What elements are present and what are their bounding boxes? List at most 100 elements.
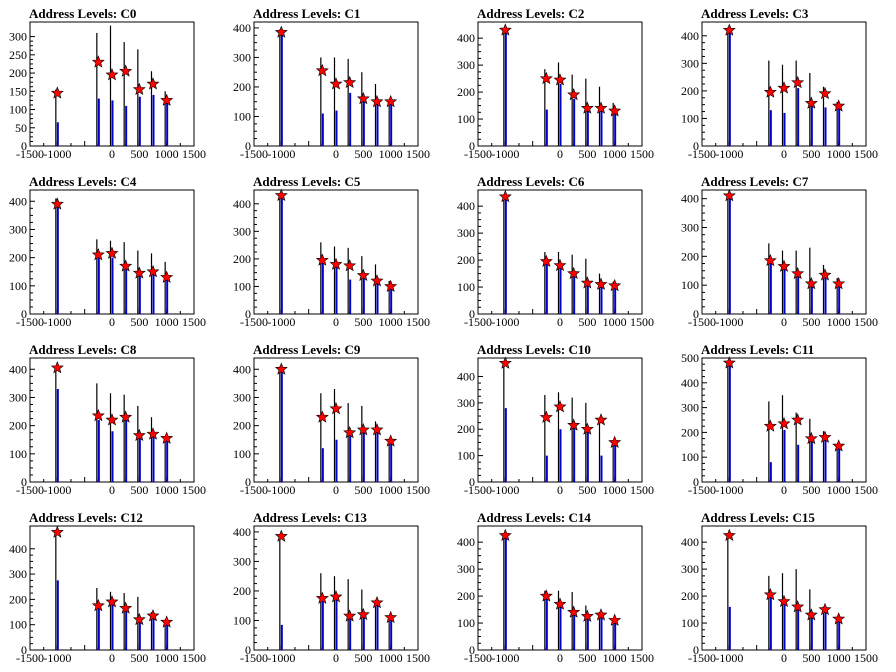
peak-star-marker xyxy=(274,529,288,542)
y-tick-label: 400 xyxy=(457,369,475,383)
x-tick-label: -1000 xyxy=(491,147,519,161)
peak-star-marker xyxy=(119,601,133,614)
y-tick-label: 400 xyxy=(681,29,699,43)
peak-star-marker xyxy=(91,598,105,612)
peak-star-marker xyxy=(498,189,512,203)
chart-svg: 0 100 200 300 400 -1500 -1000 0 500 1000 1500 xyxy=(457,525,654,665)
x-tick-label: 0 xyxy=(781,651,787,665)
chart-svg: 0 100 200 300 400 -1500 -1000 0 500 1000 1500 xyxy=(233,21,430,161)
x-tick-label: -1500 xyxy=(16,483,44,497)
x-tick-label: -1500 xyxy=(688,651,716,665)
peak-star-marker xyxy=(274,362,288,375)
peak-star-marker xyxy=(329,257,343,270)
y-tick-label: 200 xyxy=(457,589,475,603)
chart-svg: 0 100 200 300 400 -1500 -1000 0 500 1000 1500 xyxy=(233,525,430,665)
x-tick-label: 1500 xyxy=(630,651,654,665)
chart-panel: Address Levels: C14 0 100 200 300 400 -1500 -10… xyxy=(448,504,672,672)
chart-svg: 0 100 200 300 400 -1500 -1000 0 500 1000 1500 xyxy=(233,188,430,329)
x-tick-label: 500 xyxy=(578,651,596,665)
y-tick-label: 0 xyxy=(21,643,27,657)
y-tick-label: 0 xyxy=(21,139,27,153)
x-tick-label: 0 xyxy=(333,483,339,497)
y-tick-label: 0 xyxy=(693,307,699,321)
peak-star-marker xyxy=(763,85,777,98)
chart-title: Address Levels: C15 xyxy=(701,510,815,525)
x-tick-label: 1500 xyxy=(406,147,430,161)
peak-star-marker xyxy=(384,610,398,624)
chart-panel: Address Levels: C2 0 100 200 300 400 -1500 -100… xyxy=(448,0,672,168)
peak-star-marker xyxy=(791,266,805,280)
x-tick-label: 1500 xyxy=(406,651,430,665)
y-tick-label: 200 xyxy=(9,66,27,80)
peak-star-marker xyxy=(105,595,119,608)
peak-star-marker xyxy=(132,612,146,626)
peak-star-marker xyxy=(132,82,146,95)
peak-star-marker xyxy=(608,613,622,626)
peak-star-marker xyxy=(498,356,512,369)
x-tick-label: 1000 xyxy=(155,147,179,161)
peak-star-marker xyxy=(804,96,818,109)
chart-panel: Address Levels: C9 0 100 200 300 400 -1500 -100… xyxy=(224,336,448,504)
peak-star-marker xyxy=(370,94,384,108)
peak-star-marker xyxy=(763,419,777,432)
y-tick-label: 300 xyxy=(681,562,699,576)
x-tick-label: -1500 xyxy=(16,315,44,329)
y-tick-label: 300 xyxy=(457,226,475,240)
x-tick-label: -1000 xyxy=(715,147,743,161)
y-tick-label: 400 xyxy=(233,525,251,539)
y-tick-label: 100 xyxy=(681,450,699,464)
chart-panel: Address Levels: C1 0 100 200 300 400 -1500 -100… xyxy=(224,0,448,168)
y-tick-label: 100 xyxy=(9,618,27,632)
peak-star-marker xyxy=(343,258,357,272)
peak-star-marker xyxy=(498,23,512,36)
chart-svg: 0 100 200 300 400 -1500 -1000 0 500 1000 1500 xyxy=(681,525,878,665)
x-tick-label: 0 xyxy=(557,483,563,497)
x-tick-label: 500 xyxy=(354,147,372,161)
chart-panel: Address Levels: C8 0 100 200 300 400 -1500 -100… xyxy=(0,336,224,504)
chart-title: Address Levels: C9 xyxy=(253,342,361,357)
peak-star-marker xyxy=(553,597,567,610)
peak-star-marker xyxy=(553,399,567,413)
chart-panel: Address Levels: C0 0 50 100 150 200 250 300 -150… xyxy=(0,0,224,168)
y-tick-label: 500 xyxy=(681,351,699,365)
y-tick-label: 200 xyxy=(681,84,699,98)
peak-star-marker xyxy=(105,68,119,81)
x-tick-label: -1500 xyxy=(464,651,492,665)
y-tick-label: 200 xyxy=(9,592,27,606)
y-tick-label: 100 xyxy=(457,449,475,463)
y-tick-label: 100 xyxy=(9,279,27,293)
y-tick-label: 100 xyxy=(457,280,475,294)
y-tick-label: 0 xyxy=(21,307,27,321)
peak-star-marker xyxy=(329,77,343,90)
y-tick-label: 300 xyxy=(9,222,27,236)
x-tick-label: 1000 xyxy=(379,483,403,497)
chart-title: Address Levels: C0 xyxy=(29,6,137,21)
peak-star-marker xyxy=(160,431,174,444)
x-tick-label: 0 xyxy=(557,147,563,161)
chart-title: Address Levels: C4 xyxy=(29,174,137,189)
chart-svg: 0 100 200 300 400 -1500 -1000 0 500 1000 1500 xyxy=(9,357,206,497)
peak-star-marker xyxy=(539,410,553,423)
x-tick-label: -1000 xyxy=(267,315,295,329)
x-tick-label: 500 xyxy=(354,651,372,665)
peak-star-marker xyxy=(567,605,581,618)
x-tick-label: -1000 xyxy=(43,315,71,329)
peak-star-marker xyxy=(567,87,581,101)
y-tick-label: 0 xyxy=(245,475,251,489)
peak-star-marker xyxy=(119,64,133,77)
y-tick-label: 200 xyxy=(457,422,475,436)
x-tick-label: -1500 xyxy=(688,483,716,497)
y-tick-label: 400 xyxy=(9,194,27,208)
y-tick-label: 250 xyxy=(9,48,27,62)
y-tick-label: 0 xyxy=(469,475,475,489)
peak-star-marker xyxy=(343,75,357,89)
peak-star-marker xyxy=(818,602,832,616)
chart-svg: 0 100 200 300 400 -1500 -1000 0 500 1000 1500 xyxy=(9,189,206,329)
x-tick-label: -1000 xyxy=(43,483,71,497)
peak-star-marker xyxy=(315,591,329,604)
y-tick-label: 100 xyxy=(457,112,475,126)
y-tick-label: 400 xyxy=(457,199,475,213)
peak-star-marker xyxy=(832,276,846,290)
y-tick-label: 400 xyxy=(681,192,699,206)
x-tick-label: 0 xyxy=(109,483,115,497)
